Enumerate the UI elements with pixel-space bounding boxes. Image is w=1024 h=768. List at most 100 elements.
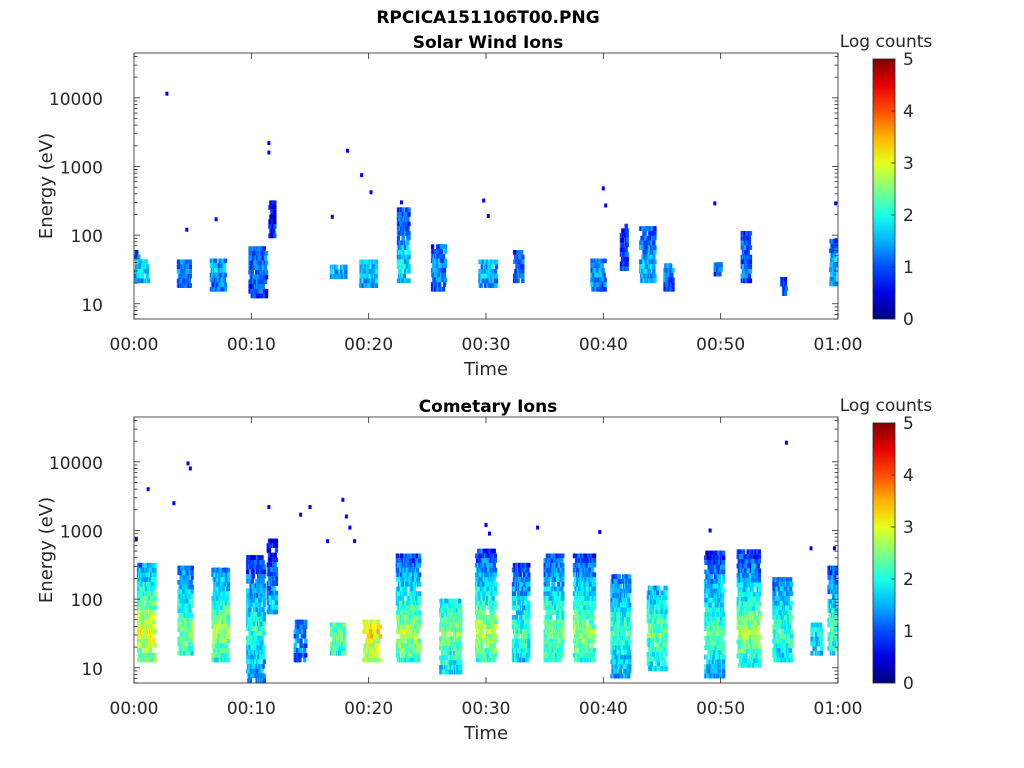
count-cell xyxy=(583,624,587,630)
count-cell xyxy=(664,623,668,629)
colorbar-tick-label: 2 xyxy=(903,206,914,226)
count-cell xyxy=(669,268,673,273)
count-cell xyxy=(586,643,590,649)
count-cell xyxy=(153,591,157,596)
count-cell xyxy=(658,604,662,610)
count-cell xyxy=(140,652,144,658)
count-cell xyxy=(222,572,226,578)
count-cell xyxy=(482,605,486,611)
count-cell xyxy=(219,638,223,644)
count-cell xyxy=(492,548,496,554)
count-cell xyxy=(547,605,551,611)
count-cell xyxy=(413,577,418,582)
count-cell xyxy=(258,597,262,603)
count-cell xyxy=(449,598,453,604)
spectrogram-cells xyxy=(134,440,838,683)
count-cell xyxy=(138,643,142,649)
count-cell xyxy=(556,657,560,663)
count-cell xyxy=(343,636,347,642)
count-cell xyxy=(329,269,334,275)
count-cell xyxy=(220,629,224,634)
count-cell xyxy=(371,278,375,284)
count-cell xyxy=(577,638,581,644)
count-cell xyxy=(299,643,303,649)
count-cell xyxy=(783,291,788,296)
count-cell xyxy=(621,597,626,603)
count-cell xyxy=(521,567,525,573)
count-cell xyxy=(458,598,462,604)
count-cell xyxy=(399,268,403,274)
count-cell xyxy=(610,626,614,631)
count-cell xyxy=(588,605,592,611)
count-cell xyxy=(246,569,250,575)
count-cell xyxy=(190,589,194,595)
count-cell xyxy=(441,244,446,249)
count-cell xyxy=(649,599,654,605)
count-cell xyxy=(139,577,143,582)
count-cell xyxy=(214,643,218,649)
count-cell xyxy=(396,648,400,653)
count-cell xyxy=(652,254,656,260)
count-cell xyxy=(260,668,264,674)
count-cell xyxy=(623,607,628,613)
count-cell xyxy=(476,624,480,630)
count-cell xyxy=(704,621,708,627)
count-cell xyxy=(407,235,411,241)
count-cell xyxy=(261,607,265,612)
count-cell xyxy=(254,597,259,603)
count-cell xyxy=(372,657,376,663)
count-cell xyxy=(249,640,253,646)
count-cell xyxy=(493,591,497,596)
count-cell xyxy=(152,638,156,644)
count-cell xyxy=(652,240,656,246)
count-cell xyxy=(224,567,229,573)
count-cell xyxy=(483,586,487,592)
count-cell xyxy=(213,624,217,630)
count-cell xyxy=(183,613,187,618)
count-cell xyxy=(272,586,276,591)
count-cell xyxy=(365,619,369,625)
count-cell xyxy=(492,562,496,568)
count-cell xyxy=(560,648,564,653)
count-cell xyxy=(223,638,228,644)
count-cell xyxy=(146,648,151,653)
count-cell xyxy=(407,207,411,213)
count-cell xyxy=(145,581,149,587)
count-cell xyxy=(145,268,149,274)
count-cell xyxy=(395,558,399,563)
count-cell xyxy=(662,595,666,600)
count-cell xyxy=(704,579,708,584)
count-cell xyxy=(628,612,632,617)
count-cell xyxy=(401,250,405,255)
count-cell xyxy=(257,635,261,641)
count-cell xyxy=(557,572,561,578)
count-cell xyxy=(574,615,579,620)
count-cell xyxy=(213,638,217,644)
count-cell xyxy=(628,659,632,665)
count-cell xyxy=(268,543,273,548)
count-cell xyxy=(258,664,262,669)
count-cell xyxy=(251,673,255,679)
count-cell xyxy=(449,612,453,618)
count-cell xyxy=(146,600,151,606)
count-cell xyxy=(588,581,592,587)
count-cell xyxy=(222,605,226,611)
count-cell xyxy=(209,258,213,264)
count-cell xyxy=(223,286,228,292)
count-cell xyxy=(627,673,631,679)
count-cell xyxy=(441,603,445,609)
count-cell xyxy=(264,274,269,280)
count-cell xyxy=(474,586,479,592)
count-cell xyxy=(747,235,751,241)
count-cell xyxy=(186,565,190,571)
count-cell xyxy=(516,648,521,653)
count-cell xyxy=(408,591,412,596)
count-cell xyxy=(262,654,266,660)
count-cell xyxy=(146,586,151,592)
count-cell xyxy=(413,553,418,559)
count-cell xyxy=(561,610,565,615)
count-point xyxy=(482,198,486,203)
count-cell xyxy=(576,567,580,573)
count-cell xyxy=(417,657,421,663)
count-cell xyxy=(515,610,520,615)
